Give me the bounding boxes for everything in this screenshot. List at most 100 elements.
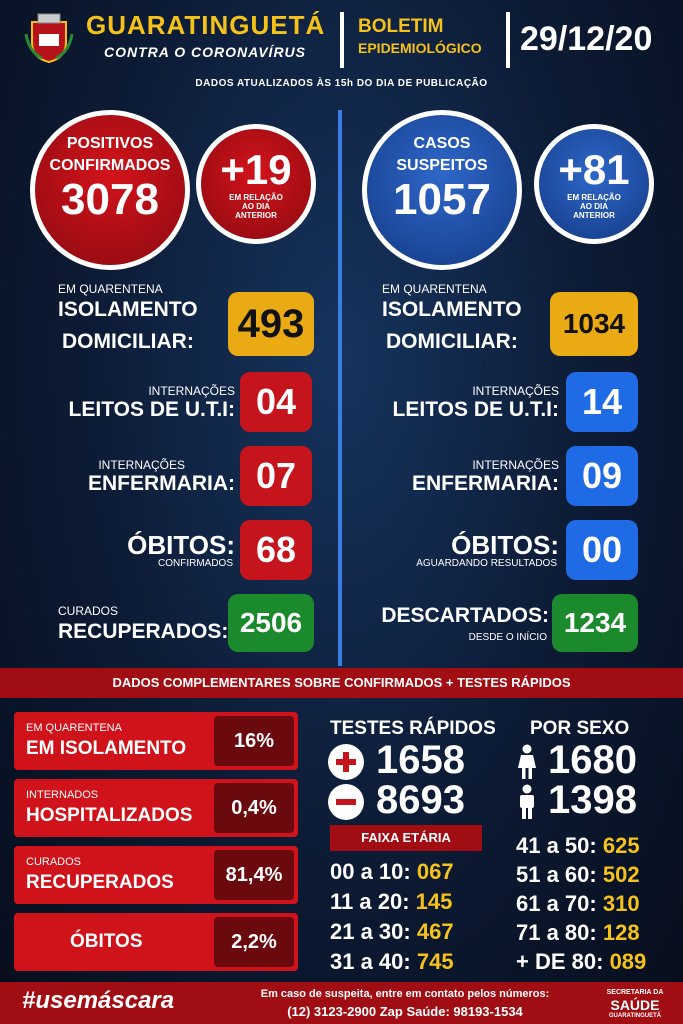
deaths-label: ÓBITOS: [127,530,235,560]
uti-small-label: INTERNAÇÕES [148,384,235,398]
isolation-label-1: ISOLAMENTO [382,298,522,321]
delta-note: ANTERIOR [235,211,277,220]
pct-isolation: EM QUARENTENA EM ISOLAMENTO 16% [14,712,298,770]
complementary-data-band: DADOS COMPLEMENTARES SOBRE CONFIRMADOS +… [0,668,683,698]
rapid-tests-title: TESTES RÁPIDOS [330,718,496,739]
confirmed-value: 3078 [61,175,159,224]
city-name: GUARATINGUETÁ [86,10,326,40]
deaths-small-label: AGUARDANDO RESULTADOS [416,558,557,569]
delta-note: AO DIA [580,202,608,211]
confirmed-delta-circle: +19 EM RELAÇÃO AO DIA ANTERIOR [196,124,316,244]
age-row: 31 a 40: 745 [330,949,454,974]
isolation-small-label: EM QUARENTENA [382,282,487,296]
suspected-ward-value: 09 [566,446,638,506]
delta-note: ANTERIOR [573,211,615,220]
department-name: SAÚDE [610,997,660,1013]
confirmed-ward-value: 07 [240,446,312,506]
pct-recovered: CURADOS RECUPERADOS 81,4% [14,846,298,904]
pct-large-label: EM ISOLAMENTO [26,738,187,759]
pct-value: 0,4% [214,783,294,833]
confirmed-delta: +19 [220,146,292,193]
confirmed-label: POSITIVOS CONFIRMADOS [49,135,171,174]
suspected-value: 1057 [393,175,491,224]
age-row: 00 a 10: 067 [330,859,454,884]
pct-small-label: EM QUARENTENA [26,722,122,734]
header-subtitle: CONTRA O CORONAVÍRUS [104,44,306,60]
suspected-discarded-value: 1234 [552,594,638,652]
age-row: + DE 80: 089 [516,949,647,974]
age-range-title: FAIXA ETÁRIA [330,825,482,851]
suspected-circle: CASOS SUSPEITOS 1057 [362,110,522,270]
by-sex-title: POR SEXO [530,718,630,739]
rapid-negative-value: 8693 [376,778,465,822]
hashtag: #usemáscara [22,987,175,1014]
confirmed-isolation-value: 493 [228,292,314,356]
age-row: 51 a 60: 502 [516,862,640,887]
bulletin-title: BOLETIM [358,16,444,37]
confirmed-uti-value: 04 [240,372,312,432]
isolation-small-label: EM QUARENTENA [58,282,163,296]
ward-small-label: INTERNAÇÕES [472,458,559,472]
uti-small-label: INTERNAÇÕES [472,384,559,398]
confirmed-deaths-value: 68 [240,520,312,580]
age-row: 41 a 50: 625 [516,833,640,858]
pct-hospitalized: INTERNADOS HOSPITALIZADOS 0,4% [14,779,298,837]
pct-small-label: CURADOS [26,856,82,868]
pct-value: 2,2% [214,917,294,967]
female-icon [516,744,538,780]
department-label: SECRETARIA DA [606,989,664,996]
age-row: 21 a 30: 467 [330,919,454,944]
deaths-label: ÓBITOS: [451,530,559,560]
suspected-isolation-value: 1034 [550,292,638,356]
cured-small-label: CURADOS [58,604,119,618]
ward-label: ENFERMARIA: [88,472,235,495]
pct-value: 16% [214,716,294,766]
column-divider [338,110,342,666]
ward-label: ENFERMARIA: [412,472,559,495]
suspected-delta: +81 [558,146,630,193]
department-city: GUARATINGUETÁ [608,1013,662,1019]
female-value: 1680 [548,738,637,782]
delta-note: AO DIA [242,202,270,211]
uti-label: LEITOS DE U.T.I: [392,398,559,421]
contact-line-1: Em caso de suspeita, entre em contato pe… [260,988,550,1000]
updated-note: DADOS ATUALIZADOS ÀS 15h DO DIA DE PUBLI… [195,78,488,89]
isolation-label-1: ISOLAMENTO [58,298,198,321]
pct-large-label: ÓBITOS [70,931,143,952]
bulletin-subtitle: EPIDEMIOLÓGICO [358,40,482,56]
contact-line-2: (12) 3123-2900 Zap Saúde: 98193-1534 [287,1004,523,1019]
pct-small-label: INTERNADOS [26,789,99,801]
header-divider [340,12,344,68]
suspected-label: CASOS SUSPEITOS [396,135,488,174]
pct-value: 81,4% [214,850,294,900]
deaths-small-label: CONFIRMADOS [158,558,233,569]
isolation-label-2: DOMICILIAR: [62,330,194,353]
suspected-uti-value: 14 [566,372,638,432]
bulletin-date: 29/12/20 [520,20,653,58]
cured-label: RECUPERADOS: [58,620,229,643]
pct-large-label: RECUPERADOS [26,872,174,893]
age-row: 71 a 80: 128 [516,920,640,945]
rapid-positive-value: 1658 [376,738,465,782]
age-row: 61 a 70: 310 [516,891,640,916]
ward-small-label: INTERNAÇÕES [98,458,185,472]
confirmed-circle: POSITIVOS CONFIRMADOS 3078 [30,110,190,270]
delta-note: EM RELAÇÃO [229,193,283,202]
suspected-delta-circle: +81 EM RELAÇÃO AO DIA ANTERIOR [534,124,654,244]
age-row: 11 a 20: 145 [330,889,453,914]
city-crest-logo [24,12,74,64]
suspected-deaths-value: 00 [566,520,638,580]
male-icon [516,784,538,820]
footer-bar [0,982,683,1024]
header-divider [506,12,510,68]
confirmed-cured-value: 2506 [228,594,314,652]
minus-icon [328,784,364,820]
isolation-label-2: DOMICILIAR: [386,330,518,353]
pct-large-label: HOSPITALIZADOS [26,805,193,826]
pct-deaths: ÓBITOS 2,2% [14,913,298,971]
delta-note: EM RELAÇÃO [567,193,621,202]
plus-icon [328,744,364,780]
male-value: 1398 [548,778,637,822]
discarded-label: DESCARTADOS: [381,604,549,627]
uti-label: LEITOS DE U.T.I: [68,398,235,421]
